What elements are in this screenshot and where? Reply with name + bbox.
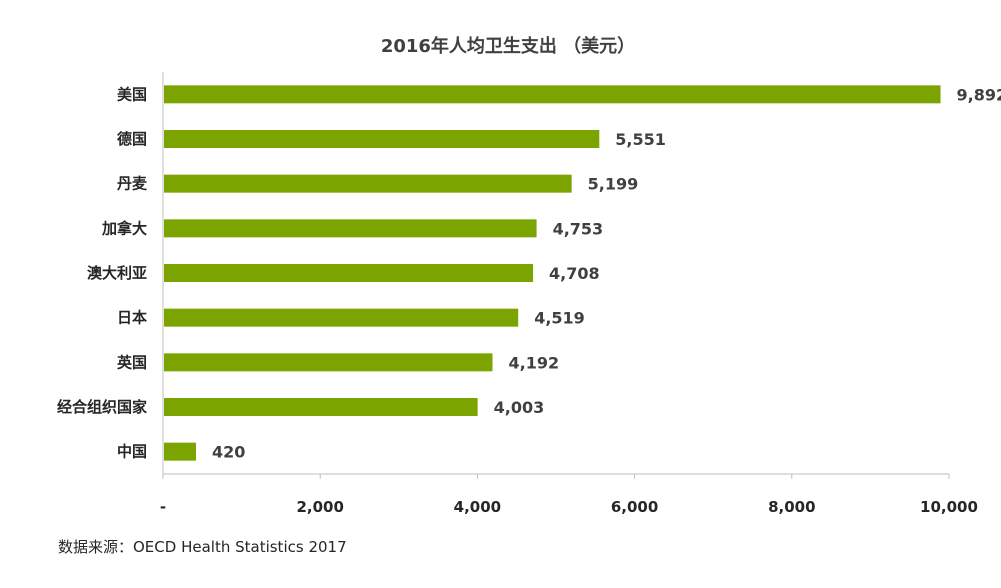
x-tick-label: - (160, 498, 166, 516)
category-label: 德国 (117, 130, 147, 148)
bar (164, 174, 572, 193)
bar (164, 264, 534, 282)
x-tick-label: 8,000 (768, 498, 815, 516)
value-label: 4,003 (494, 398, 545, 417)
value-label: 4,519 (534, 309, 585, 328)
value-label: 5,551 (615, 130, 666, 149)
x-tick-label: 2,000 (296, 498, 343, 516)
value-label: 420 (212, 443, 245, 462)
bar (164, 219, 537, 238)
bar (164, 398, 478, 416)
bar (164, 130, 600, 148)
value-label: 4,708 (549, 264, 600, 283)
category-label: 丹麦 (117, 175, 148, 193)
category-label: 英国 (117, 353, 147, 371)
value-label: 9,892 (957, 85, 1001, 104)
category-label: 日本 (117, 309, 147, 327)
value-label: 4,192 (508, 353, 559, 372)
bar (164, 353, 493, 372)
x-ticks-group: - 2,000 4,000 6,000 8,000 10,000 (160, 474, 978, 516)
x-tick-label: 6,000 (611, 498, 658, 516)
x-tick-label: 10,000 (920, 498, 978, 516)
category-label: 澳大利亚 (87, 264, 147, 282)
category-label: 美国 (117, 85, 147, 103)
bar (164, 308, 519, 327)
chart-title: 2016年人均卫生支出 （美元） (381, 35, 635, 57)
bar (164, 442, 197, 461)
bar (164, 85, 941, 104)
category-label: 加拿大 (101, 219, 147, 237)
source-note: 数据来源：OECD Health Statistics 2017 (58, 538, 347, 556)
value-label: 5,199 (588, 175, 639, 194)
category-label: 中国 (117, 443, 147, 461)
value-label: 4,753 (553, 219, 604, 238)
x-tick-label: 4,000 (454, 498, 501, 516)
category-label: 经合组织国家 (57, 398, 147, 416)
bars-group: 美国 9,892 德国 5,551 丹麦 5,199 加拿大 4,753 澳大利亚 4,708 日本… (57, 85, 1001, 462)
